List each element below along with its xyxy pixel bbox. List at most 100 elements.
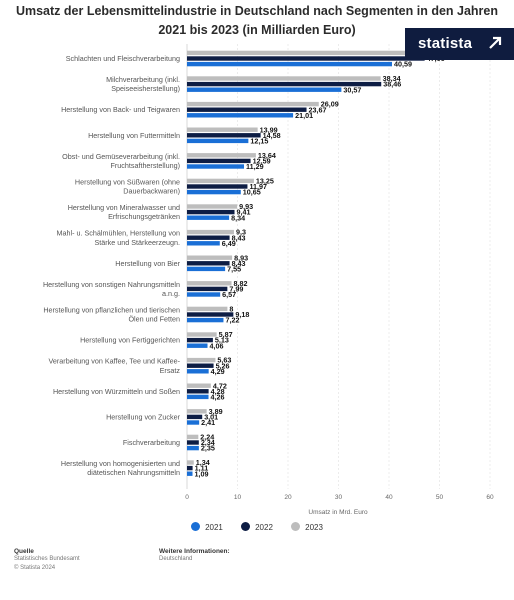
- value-label-2023: 1,34: [196, 458, 210, 467]
- bar-2023: [187, 332, 217, 337]
- bar-2022: [187, 363, 214, 368]
- x-tick-label: 60: [486, 494, 494, 501]
- bar-2021: [187, 189, 241, 195]
- bar-2022: [187, 184, 248, 189]
- value-label-2021: 4,26: [211, 393, 225, 402]
- legend-label-2021: 2021: [205, 523, 223, 532]
- value-label-2023: 9,3: [236, 228, 246, 237]
- bar-2021: [187, 266, 226, 272]
- bar-2021: [187, 343, 208, 348]
- bar-2021: [187, 292, 221, 297]
- bar-2021: [187, 445, 199, 451]
- category-label: Herstellung von homogenisierten und diäte…: [61, 459, 180, 477]
- value-label-2023: 9,93: [239, 202, 253, 211]
- bar-2022: [187, 286, 228, 292]
- value-label-2023: 3,89: [209, 407, 223, 416]
- bar-2023: [187, 153, 256, 158]
- bar-2023: [187, 383, 211, 388]
- value-label-2021: 6,57: [222, 290, 236, 299]
- value-label-2023: 5,87: [219, 330, 233, 339]
- bar-2023: [187, 306, 228, 312]
- x-tick-label: 0: [185, 494, 189, 501]
- bar-2023: [187, 204, 238, 209]
- category-label: Herstellung von Futtermitteln: [88, 131, 180, 140]
- value-label-2023: 13,25: [256, 177, 274, 186]
- bar-2023: [187, 178, 254, 184]
- legend: 2021 2022 2023: [0, 522, 514, 532]
- bar-2022: [187, 389, 209, 394]
- category-label: Verarbeitung von Kaffee, Tee und Kaffee-…: [49, 357, 181, 375]
- value-label-2022: 3,01: [204, 413, 218, 422]
- source-block: Quelle Statistisches Bundesamt © Statist…: [14, 548, 80, 573]
- x-tick-label: 40: [385, 494, 393, 501]
- value-label-2023: 26,09: [321, 100, 339, 109]
- value-label-2023: 5,63: [217, 356, 231, 365]
- value-label-2022: 7,99: [229, 285, 243, 294]
- bar-2021: [187, 87, 342, 92]
- bar-2021: [187, 317, 224, 323]
- legend-item-2023[interactable]: 2023: [291, 522, 323, 532]
- value-label-2023: 38,34: [383, 74, 401, 83]
- value-label-2021: 8,34: [231, 213, 245, 222]
- bar-2023: [187, 255, 233, 260]
- value-label-2021: 10,65: [243, 188, 261, 197]
- legend-item-2021[interactable]: 2021: [191, 522, 223, 532]
- bar-2022: [187, 337, 213, 343]
- bar-2021: [187, 164, 245, 169]
- category-label: Herstellung von Bier: [115, 259, 180, 268]
- value-label-2022: 1,11: [195, 464, 209, 473]
- bar-2023: [187, 409, 207, 414]
- category-label: Herstellung von sonstigen Nahrungsmittel…: [43, 280, 180, 298]
- bar-2023: [187, 434, 199, 440]
- category-label: Schlachten und Fleischverarbeitung: [66, 54, 180, 63]
- value-label-2022: 14,58: [263, 131, 281, 140]
- legend-item-2022[interactable]: 2022: [241, 522, 273, 532]
- x-axis-title: Umsatz in Mrd. Euro: [308, 509, 368, 516]
- legend-dot-2021: [191, 522, 201, 531]
- bar-2022: [187, 235, 230, 240]
- value-label-2021: 4,29: [211, 367, 225, 376]
- category-label: Herstellung von Mineralwasser und Erfrisc…: [68, 203, 180, 221]
- info-block: Weitere Informationen: Deutschland: [159, 548, 230, 564]
- category-label: Milchverarbeitung (inkl. Speiseeisherstel…: [106, 75, 180, 93]
- bar-2023: [187, 281, 232, 286]
- source-line[interactable]: Statistisches Bundesamt: [14, 556, 80, 562]
- x-tick-label: 20: [284, 494, 292, 501]
- bar-2023: [187, 357, 216, 363]
- category-label: Herstellung von Süßwaren (ohne Dauerbackw…: [75, 177, 180, 195]
- statista-logo[interactable]: statista: [418, 35, 473, 52]
- legend-label-2022: 2022: [255, 523, 273, 532]
- bar-2022: [187, 158, 251, 164]
- bar-2022: [187, 261, 230, 266]
- bar-2022: [187, 56, 425, 61]
- value-label-2021: 11,29: [246, 162, 264, 171]
- value-label-2021: 12,15: [250, 137, 268, 146]
- category-label: Herstellung von pflanzlichen und tierisc…: [43, 305, 180, 323]
- value-label-2022: 12,59: [253, 157, 271, 166]
- value-label-2022: 38,46: [383, 80, 401, 89]
- category-label: Herstellung von Back- und Teigwaren: [61, 105, 180, 114]
- bar-2023: [187, 76, 381, 81]
- copyright-line: © Statista 2024: [14, 565, 56, 571]
- category-label: Fischverarbeitung: [123, 438, 180, 447]
- value-label-2022: 5,26: [216, 361, 230, 370]
- chart-title: Umsatz der Lebensmittelindustrie in Deut…: [15, 4, 499, 37]
- bar-2022: [187, 107, 307, 112]
- value-label-2021: 40,59: [394, 60, 412, 69]
- value-label-2023: 8: [229, 305, 233, 314]
- bar-2021: [187, 241, 220, 246]
- statista-arrow-icon: [489, 36, 502, 49]
- value-label-2023: 13,99: [260, 125, 278, 134]
- value-label-2023: 8,93: [234, 253, 248, 262]
- brand-bar: [405, 28, 514, 60]
- value-label-2021: 2,41: [201, 418, 215, 427]
- bar-2023: [187, 101, 319, 107]
- value-label-2022: 9,18: [235, 310, 249, 319]
- category-label: Mahl- u. Schälmühlen, Herstellung von Stä…: [57, 229, 180, 247]
- bar-2022: [187, 312, 234, 317]
- bar-2021: [187, 138, 249, 144]
- value-label-2022: 8,43: [232, 233, 246, 242]
- bar-2023: [187, 127, 258, 132]
- value-label-2023: 8,82: [234, 279, 248, 288]
